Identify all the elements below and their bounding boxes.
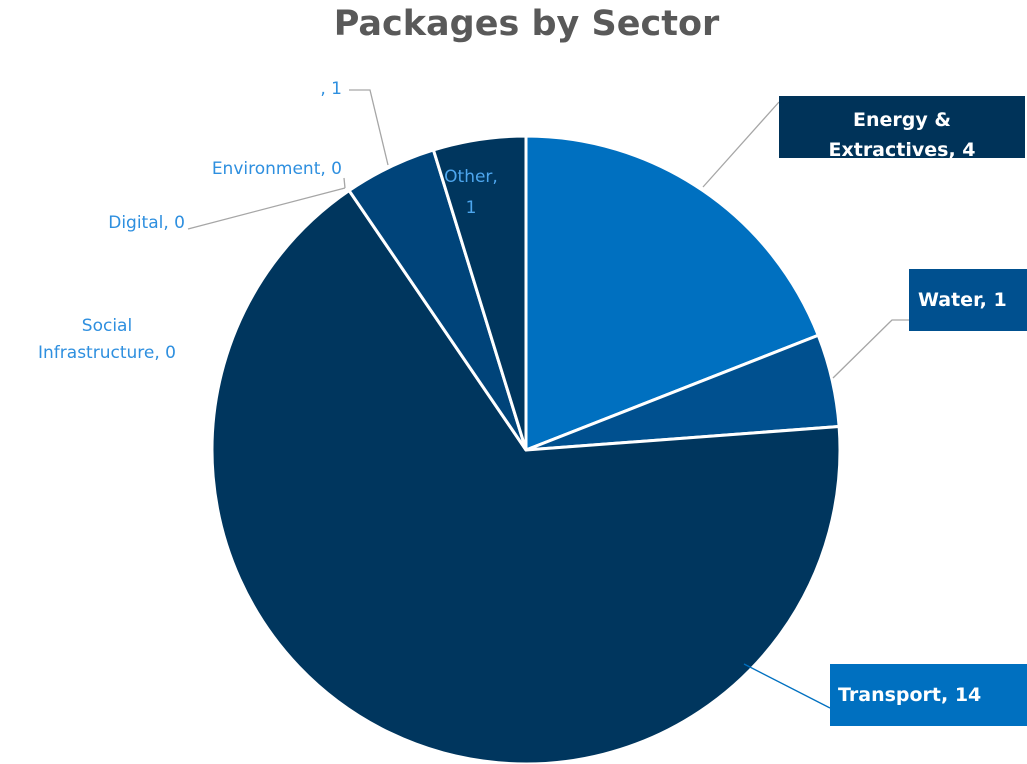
data-label-box-energy-extractives <box>779 96 1025 158</box>
pie-slice-energy-extractives <box>524 134 820 452</box>
data-label-other: Other, 1 <box>444 167 498 218</box>
data-label-box-water <box>909 269 1027 331</box>
chart-title: Packages by Sector <box>333 4 720 44</box>
data-label-environment: Environment, 0 <box>212 159 342 179</box>
data-label-social-infrastructure: Social Infrastructure, 0 <box>38 316 176 363</box>
data-label-digital: Digital, 0 <box>108 213 185 233</box>
leader-line-digital <box>187 187 346 230</box>
data-label-energy-extractives: Energy & Extractives, 4 <box>829 109 976 161</box>
leader-line-energy-extractives <box>702 101 780 188</box>
data-label-transport: Transport, 14 <box>838 684 981 706</box>
data-label-water: Water, 1 <box>918 289 1007 311</box>
pie-slice-other <box>431 134 528 452</box>
leader-line-water <box>832 319 909 379</box>
label-leader-lines <box>187 89 909 709</box>
leader-line-unnamed-6 <box>349 89 389 166</box>
pie-slices <box>210 134 842 764</box>
leader-line-environment <box>343 177 346 189</box>
leader-line-transport <box>743 663 831 709</box>
data-label-box-transport <box>830 664 1027 726</box>
pie-slice-transport <box>210 189 842 764</box>
data-labels: Energy & Extractives, 4 Water, 1 Transport,… <box>38 79 1027 726</box>
data-label-unnamed-6: , 1 <box>320 79 342 99</box>
